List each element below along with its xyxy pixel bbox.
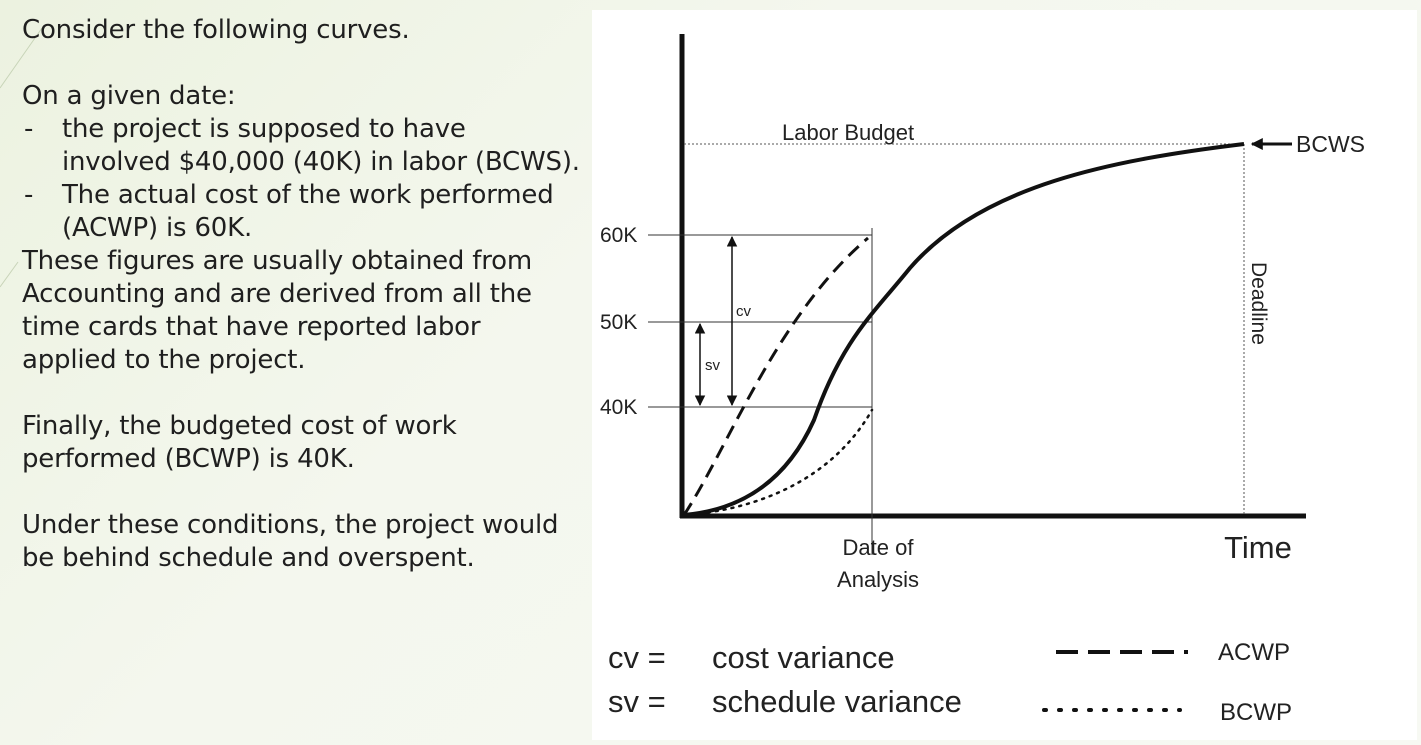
legend-cv-text: cost variance: [712, 640, 895, 675]
labor-budget-label: Labor Budget: [782, 120, 914, 145]
decorative-slide-line: [0, 27, 43, 288]
bullet-text: The actual cost of the work performed (A…: [62, 180, 554, 243]
analysis-label: Analysis: [837, 567, 919, 592]
legend-sv-key: sv =: [608, 684, 666, 719]
y-tick-60k: 60K: [600, 224, 637, 247]
deadline-label: Deadline: [1247, 262, 1270, 345]
legend-cv-key: cv =: [608, 640, 666, 675]
intro-text: Consider the following curves.: [22, 15, 410, 45]
y-tick-40k: 40K: [600, 396, 637, 419]
bcws-curve: [683, 142, 1245, 517]
bcwp-text: Finally, the budgeted cost of work perfo…: [22, 411, 457, 474]
earned-value-figure: cv sv Labor Budget BCWS 60K 50K 40K Dead…: [592, 10, 1417, 740]
sv-label: sv: [705, 357, 721, 374]
acwp-curve: [682, 236, 869, 516]
bullet-text: the project is supposed to have involved…: [62, 114, 580, 177]
slide-text: Consider the following curves. On a give…: [22, 14, 582, 575]
legend-bcwp-label: BCWP: [1220, 699, 1292, 726]
bullet-dash: -: [24, 180, 34, 210]
bullet-list: - the project is supposed to have involv…: [22, 113, 582, 245]
earned-value-diagram: cv sv Labor Budget BCWS 60K 50K 40K Dead…: [600, 34, 1365, 726]
legend-sv-text: schedule variance: [712, 684, 962, 719]
note-text: These figures are usually obtained from …: [22, 246, 533, 375]
legend-acwp-label: ACWP: [1218, 639, 1290, 666]
bullet-item: - the project is supposed to have involv…: [22, 113, 582, 179]
cv-label: cv: [736, 303, 752, 320]
conclusion-text: Under these conditions, the project woul…: [22, 510, 559, 573]
date-of-label: Date of: [843, 535, 915, 560]
bcwp-curve: [682, 408, 874, 517]
legend: cv = cost variance ACWP sv = schedule va…: [608, 639, 1292, 726]
bcws-label: BCWS: [1296, 131, 1365, 157]
bullet-dash: -: [24, 114, 34, 144]
time-label: Time: [1224, 530, 1292, 565]
y-tick-50k: 50K: [600, 311, 637, 334]
lead-text: On a given date:: [22, 81, 236, 111]
bullet-item: - The actual cost of the work performed …: [22, 179, 582, 245]
